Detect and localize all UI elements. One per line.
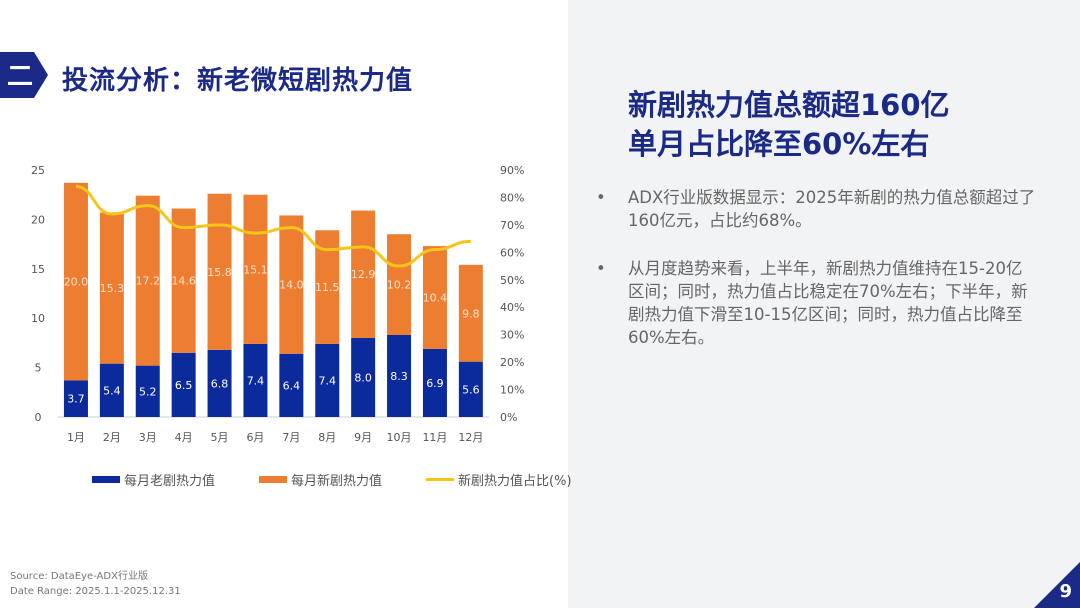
data-label-new: 15.3 bbox=[100, 282, 125, 295]
y-tick-label: 0 bbox=[35, 411, 42, 424]
bullet-1: •ADX行业版数据显示：2025年新剧的热力值总额超过了160亿元，占比约68%… bbox=[596, 186, 1036, 232]
legend-old: 每月老剧热力值 bbox=[92, 470, 215, 489]
data-label-old: 6.5 bbox=[175, 379, 193, 392]
bullet-text: 从月度趋势来看，上半年，新剧热力值维持在15-20亿区间；同时，热力值占比稳定在… bbox=[628, 257, 1036, 349]
y2-tick-label: 90% bbox=[500, 164, 524, 177]
y-tick-label: 25 bbox=[31, 164, 45, 177]
x-tick-label: 1月 bbox=[67, 431, 85, 444]
date-range-line: Date Range: 2025.1.1-2025.12.31 bbox=[10, 584, 181, 599]
y-tick-label: 5 bbox=[35, 362, 42, 375]
data-label-old: 5.2 bbox=[139, 385, 157, 398]
y-tick-label: 20 bbox=[31, 213, 45, 226]
x-tick-label: 11月 bbox=[422, 431, 447, 444]
data-label-new: 14.6 bbox=[171, 275, 196, 288]
x-tick-label: 5月 bbox=[211, 431, 229, 444]
x-tick-label: 3月 bbox=[139, 431, 157, 444]
x-tick-label: 9月 bbox=[354, 431, 372, 444]
x-tick-label: 2月 bbox=[103, 431, 121, 444]
y2-tick-label: 20% bbox=[500, 356, 524, 369]
data-label-old: 6.9 bbox=[426, 377, 444, 390]
y2-tick-label: 50% bbox=[500, 274, 524, 287]
data-label-old: 6.8 bbox=[211, 377, 229, 390]
headline: 新剧热力值总额超160亿 单月占比降至60%左右 bbox=[628, 86, 950, 164]
data-label-new: 17.2 bbox=[136, 275, 161, 288]
data-label-new: 14.0 bbox=[279, 279, 304, 292]
legend: 每月老剧热力值 每月新剧热力值 新剧热力值占比(%) bbox=[92, 470, 616, 489]
data-label-old: 8.3 bbox=[390, 370, 408, 383]
x-tick-label: 12月 bbox=[458, 431, 483, 444]
y2-tick-label: 30% bbox=[500, 329, 524, 342]
data-label-new: 15.8 bbox=[207, 266, 232, 279]
data-label-new: 11.5 bbox=[315, 281, 340, 294]
bullet-2: •从月度趋势来看，上半年，新剧热力值维持在15-20亿区间；同时，热力值占比稳定… bbox=[596, 257, 1036, 349]
data-label-old: 7.4 bbox=[247, 374, 265, 387]
data-label-old: 6.4 bbox=[283, 379, 301, 392]
y2-tick-label: 80% bbox=[500, 191, 524, 204]
data-label-old: 8.0 bbox=[354, 371, 372, 384]
y2-tick-label: 10% bbox=[500, 384, 524, 397]
x-tick-label: 4月 bbox=[175, 431, 193, 444]
data-label-old: 5.6 bbox=[462, 383, 480, 396]
stacked-bar-chart: 0 5 10 15 20 25 0% 10% 20% 30% 40% 50% 60% 70% 80% 90% 3… bbox=[0, 150, 560, 460]
data-label-new: 12.9 bbox=[351, 268, 376, 281]
data-label-new: 10.4 bbox=[423, 291, 448, 304]
data-label-new: 9.8 bbox=[462, 307, 480, 320]
x-tick-label: 7月 bbox=[282, 431, 300, 444]
x-tick-label: 6月 bbox=[246, 431, 264, 444]
data-label-new: 20.0 bbox=[64, 276, 89, 289]
source-note: Source: DataEye-ADX行业版 Date Range: 2025.… bbox=[10, 569, 181, 599]
y-tick-label: 15 bbox=[31, 263, 45, 276]
badge-text: 二 bbox=[7, 62, 33, 92]
section-badge: 二 bbox=[0, 52, 48, 98]
headline-line-1: 新剧热力值总额超160亿 bbox=[628, 86, 950, 125]
data-label-old: 3.7 bbox=[67, 393, 85, 406]
ratio-line bbox=[76, 186, 471, 266]
data-label-new: 10.2 bbox=[387, 279, 412, 292]
y-tick-label: 10 bbox=[31, 312, 45, 325]
data-label-old: 7.4 bbox=[319, 374, 337, 387]
data-label-old: 5.4 bbox=[103, 384, 121, 397]
y2-tick-label: 40% bbox=[500, 301, 524, 314]
data-label-new: 15.1 bbox=[243, 263, 268, 276]
bullet-text: ADX行业版数据显示：2025年新剧的热力值总额超过了160亿元，占比约68%。 bbox=[628, 186, 1036, 232]
x-tick-label: 10月 bbox=[387, 431, 412, 444]
page-title: 投流分析：新老微短剧热力值 bbox=[62, 60, 413, 97]
page-number: 9 bbox=[1034, 562, 1080, 608]
y2-tick-label: 0% bbox=[500, 411, 517, 424]
x-tick-label: 8月 bbox=[318, 431, 336, 444]
legend-ratio: 新剧热力值占比(%) bbox=[426, 470, 572, 489]
source-line: Source: DataEye-ADX行业版 bbox=[10, 569, 181, 584]
headline-line-2: 单月占比降至60%左右 bbox=[628, 125, 950, 164]
legend-new: 每月新剧热力值 bbox=[259, 470, 382, 489]
y2-tick-label: 60% bbox=[500, 246, 524, 259]
y2-tick-label: 70% bbox=[500, 219, 524, 232]
